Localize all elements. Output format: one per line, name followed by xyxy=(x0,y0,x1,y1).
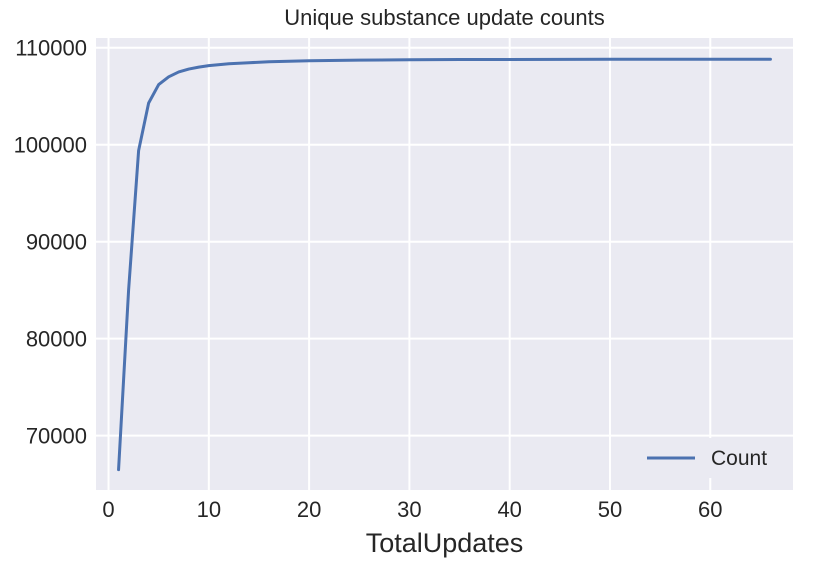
legend: Count xyxy=(635,438,785,478)
data-point xyxy=(659,58,661,61)
plot-background xyxy=(96,38,793,490)
data-point xyxy=(127,289,130,291)
data-point xyxy=(408,58,411,61)
data-point xyxy=(609,58,611,61)
x-tick-label: 20 xyxy=(297,497,321,522)
data-point xyxy=(117,468,120,471)
data-point xyxy=(157,83,160,86)
y-tick-label: 100000 xyxy=(14,133,87,158)
x-tick-label: 50 xyxy=(598,497,622,522)
data-point xyxy=(228,62,230,65)
x-tick-label: 30 xyxy=(397,497,421,522)
data-point xyxy=(208,64,210,67)
series-layer xyxy=(117,57,772,472)
data-point xyxy=(458,58,461,61)
y-tick-label: 70000 xyxy=(26,424,87,449)
y-tick-label: 110000 xyxy=(15,36,87,61)
data-point xyxy=(769,58,772,61)
data-point xyxy=(187,68,190,70)
y-tick-label: 90000 xyxy=(26,230,87,255)
x-axis-label: TotalUpdates xyxy=(366,528,524,558)
data-point xyxy=(167,75,170,78)
x-tick-label: 10 xyxy=(197,497,221,522)
data-point xyxy=(137,149,140,152)
data-point xyxy=(358,59,361,61)
legend-label-count: Count xyxy=(711,447,767,470)
data-point xyxy=(268,60,270,63)
series-line-count xyxy=(117,57,772,472)
data-point xyxy=(177,71,180,73)
data-point xyxy=(508,58,511,61)
x-tick-label: 40 xyxy=(497,497,521,522)
data-point xyxy=(248,61,250,64)
x-tick-label: 60 xyxy=(698,497,722,522)
grid xyxy=(96,38,793,490)
data-point xyxy=(559,58,561,61)
y-tick-label: 80000 xyxy=(26,327,87,352)
ticks: 0 10 20 30 40 50 60 70000 80000 90000 100000 110000 xyxy=(14,36,723,522)
data-point xyxy=(197,66,200,68)
data-point xyxy=(288,60,290,63)
data-point xyxy=(709,58,712,61)
chart-title: Unique substance update counts xyxy=(284,5,604,30)
x-tick-label: 0 xyxy=(102,497,114,522)
data-point xyxy=(308,59,310,62)
data-point xyxy=(147,102,150,104)
